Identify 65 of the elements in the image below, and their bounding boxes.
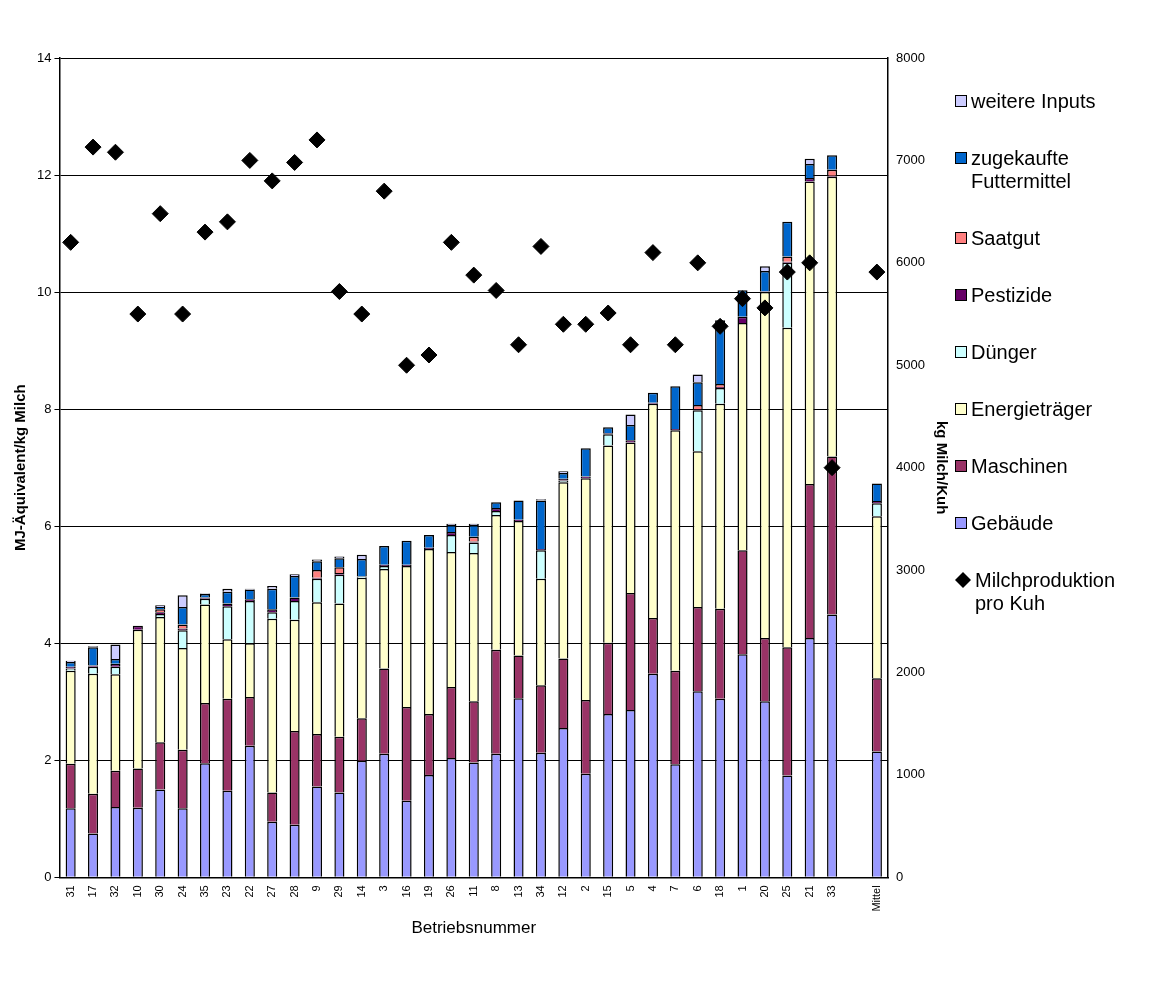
x-tick-label: 25 <box>780 885 793 898</box>
x-tick-label: 30 <box>153 885 166 898</box>
x-tick-label: 11 <box>466 885 479 897</box>
x-tick-label: 3 <box>377 885 390 892</box>
x-tick-label: 28 <box>287 885 300 898</box>
y2-axis-title: kg Milch/Kuh <box>933 420 951 515</box>
y2-tick-label: 7000 <box>896 151 925 167</box>
x-tick-label: 24 <box>175 885 188 898</box>
x-tick-label: 27 <box>265 885 278 898</box>
y-tick-label: 8 <box>44 400 52 416</box>
y2-tick-label: 2000 <box>896 664 925 680</box>
x-tick-label: 10 <box>130 885 143 898</box>
y-tick-label: 14 <box>36 49 52 65</box>
y-tick-label: 0 <box>44 868 52 884</box>
x-tick-label: 7 <box>668 885 681 892</box>
y2-tick-label: 1000 <box>896 766 925 782</box>
legend-label: Energieträger <box>971 398 1093 421</box>
y2-tick-label: 0 <box>896 868 904 884</box>
y-tick-label: 6 <box>44 517 52 533</box>
x-tick-label: 21 <box>802 885 815 898</box>
legend-label: weitere Inputs <box>971 90 1096 113</box>
x-tick-label: 16 <box>399 885 412 898</box>
y2-tick-label: 8000 <box>896 49 925 65</box>
x-tick-label: 32 <box>108 885 121 898</box>
y2-tick-label: 4000 <box>896 459 925 475</box>
y-tick-label: 12 <box>36 166 52 182</box>
x-tick-label: 1 <box>735 885 748 892</box>
x-tick-label: 5 <box>623 885 636 892</box>
x-tick-label: 33 <box>825 885 838 898</box>
x-tick-label: 34 <box>533 885 546 898</box>
x-tick-label: 6 <box>690 885 703 892</box>
legend-label: Pestizide <box>971 284 1053 307</box>
x-tick-label: 9 <box>310 885 323 892</box>
y-axis-title: MJ-Äquivalent/kg Milch <box>11 384 29 551</box>
y2-tick-label: 3000 <box>896 561 925 577</box>
x-tick-label: Mittel <box>869 885 882 912</box>
x-tick-label: 15 <box>601 885 614 898</box>
legend-label: Gebäude <box>971 512 1054 535</box>
x-tick-label: 22 <box>242 885 255 898</box>
x-tick-label: 31 <box>63 885 76 898</box>
x-tick-label: 2 <box>578 885 591 892</box>
legend-label: Maschinen <box>971 455 1068 478</box>
x-tick-label: 35 <box>198 885 211 898</box>
x-tick-label: 18 <box>713 885 726 898</box>
x-tick-label: 17 <box>86 885 99 898</box>
legend-label: Milchproduktion pro Kuh <box>975 569 1117 615</box>
y-tick-label: 10 <box>36 283 52 299</box>
y-tick-label: 4 <box>44 634 52 650</box>
x-axis-title: Betriebsnummer <box>411 918 537 938</box>
y-tick-label: 2 <box>44 751 52 767</box>
legend-label: Saatgut <box>971 227 1040 250</box>
x-tick-label: 14 <box>354 885 367 898</box>
x-tick-label: 12 <box>556 885 569 898</box>
x-tick-label: 23 <box>220 885 233 898</box>
x-tick-label: 4 <box>645 885 658 892</box>
x-tick-label: 26 <box>444 885 457 898</box>
legend-label: Dünger <box>971 341 1037 364</box>
y2-tick-label: 6000 <box>896 254 925 270</box>
x-tick-label: 29 <box>332 885 345 898</box>
x-tick-label: 8 <box>489 885 502 892</box>
x-tick-label: 20 <box>757 885 770 898</box>
y2-tick-label: 5000 <box>896 356 925 372</box>
x-tick-label: 19 <box>422 885 435 898</box>
legend-label: zugekaufte Futtermittel <box>971 147 1073 193</box>
x-tick-label: 13 <box>511 885 524 898</box>
